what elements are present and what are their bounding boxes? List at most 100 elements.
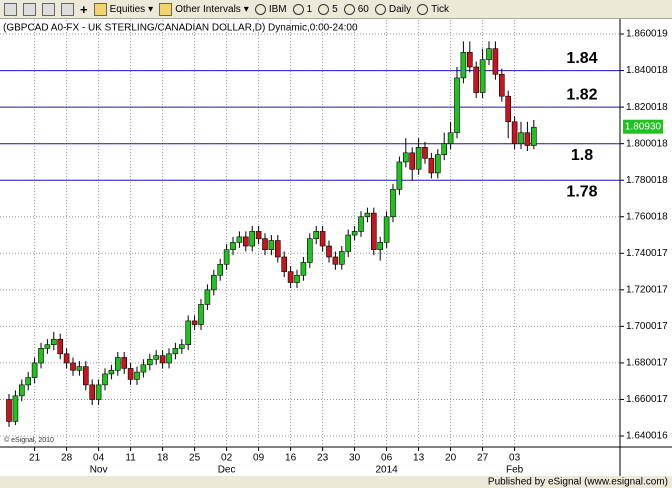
candle-body bbox=[198, 304, 204, 325]
x-tick-label: 20 bbox=[445, 453, 457, 464]
icon[interactable] bbox=[61, 2, 74, 16]
candle-body bbox=[364, 212, 371, 218]
candle-body bbox=[57, 338, 64, 355]
candle-body bbox=[147, 358, 153, 366]
candle-body bbox=[44, 344, 51, 349]
x-tick-label: 28 bbox=[61, 453, 73, 464]
x-tick-label: 04 bbox=[93, 453, 105, 464]
candle-body bbox=[370, 212, 377, 250]
candle-body bbox=[524, 132, 531, 146]
candle-body bbox=[492, 48, 499, 75]
candle-body bbox=[518, 132, 524, 144]
candle-body bbox=[345, 234, 352, 252]
candle-body bbox=[70, 362, 76, 371]
candle-body bbox=[172, 348, 179, 355]
x-tick-label: 30 bbox=[349, 453, 361, 464]
candle-body bbox=[102, 373, 108, 386]
y-tick-label: 1.640016 bbox=[626, 431, 668, 442]
candle-body bbox=[274, 240, 281, 258]
candle-body bbox=[166, 353, 172, 364]
x-period-label: Feb bbox=[506, 465, 524, 476]
x-tick-label: 27 bbox=[477, 453, 489, 464]
candle-body bbox=[479, 59, 486, 93]
x-period-label: Nov bbox=[90, 465, 108, 476]
button[interactable]: 60 bbox=[343, 3, 369, 15]
add[interactable]: + bbox=[80, 1, 88, 17]
watermark: © eSignal, 2010 bbox=[4, 436, 54, 444]
candle-body bbox=[294, 274, 300, 283]
candle-body bbox=[428, 158, 435, 174]
x-tick-label: 16 bbox=[285, 453, 297, 464]
label: 1 bbox=[306, 3, 313, 15]
label: 60 bbox=[357, 3, 369, 15]
candle-body bbox=[460, 52, 467, 79]
candle-body bbox=[204, 289, 211, 305]
candle-body bbox=[12, 395, 19, 422]
candle-body bbox=[6, 399, 12, 422]
button[interactable]: 5 bbox=[318, 3, 338, 15]
button[interactable]: IBM bbox=[254, 3, 287, 15]
candle-body bbox=[25, 377, 32, 386]
icon[interactable] bbox=[23, 2, 36, 16]
level-label: 1.84 bbox=[566, 50, 597, 67]
candle-body bbox=[18, 384, 25, 397]
candle-body bbox=[351, 231, 358, 236]
x-tick-label: 18 bbox=[157, 453, 169, 464]
candle-body bbox=[486, 48, 492, 60]
candle-body bbox=[38, 348, 44, 364]
candle-body bbox=[127, 368, 134, 380]
candle-body bbox=[268, 240, 275, 250]
candle-body bbox=[300, 262, 307, 276]
label: Daily bbox=[388, 3, 412, 15]
candle-body bbox=[319, 231, 326, 247]
candle-body bbox=[505, 95, 512, 123]
icon[interactable] bbox=[42, 2, 55, 16]
candle-body bbox=[217, 263, 223, 276]
y-tick-label: 1.780018 bbox=[626, 175, 668, 186]
y-tick-label: 1.800018 bbox=[626, 138, 668, 149]
candle-body bbox=[31, 362, 38, 378]
candle-body bbox=[223, 249, 230, 265]
label: 5 bbox=[332, 3, 338, 15]
candle-body bbox=[76, 366, 83, 371]
y-tick-label: 1.680017 bbox=[626, 358, 668, 369]
icon[interactable] bbox=[4, 2, 17, 16]
candle-body bbox=[383, 216, 390, 243]
y-tick-label: 1.820018 bbox=[626, 102, 668, 113]
candle-body bbox=[243, 236, 249, 247]
candle-body bbox=[415, 147, 422, 170]
candle-body bbox=[377, 242, 384, 250]
button[interactable]: 1 bbox=[292, 3, 313, 15]
candle-body bbox=[236, 236, 243, 243]
x-tick-label: 23 bbox=[317, 453, 329, 464]
candle-body bbox=[262, 238, 268, 250]
candle-body bbox=[230, 242, 236, 250]
candle-body bbox=[441, 143, 448, 155]
candle-body bbox=[89, 384, 95, 400]
menu[interactable]: Other Intervals ▾ bbox=[159, 2, 249, 16]
label: IBM bbox=[268, 3, 287, 15]
candle-body bbox=[153, 355, 159, 360]
candle-body bbox=[211, 274, 217, 291]
candle-body bbox=[473, 66, 480, 93]
button[interactable]: Tick bbox=[417, 3, 450, 15]
candle-body bbox=[63, 353, 70, 364]
x-tick-label: 09 bbox=[253, 453, 265, 464]
candle-body bbox=[402, 152, 409, 163]
y-tick-label: 1.660017 bbox=[626, 394, 668, 405]
candle-body bbox=[50, 338, 57, 345]
candle-body bbox=[95, 384, 102, 400]
candle-body bbox=[108, 369, 115, 375]
candle-body bbox=[447, 132, 454, 144]
y-tick-label: 1.740017 bbox=[626, 248, 668, 259]
menu[interactable]: Equities ▾ bbox=[93, 2, 153, 16]
button[interactable]: Daily bbox=[374, 3, 412, 15]
footer-bar bbox=[0, 476, 672, 488]
x-tick-label: 21 bbox=[29, 453, 41, 464]
candle-body bbox=[332, 256, 339, 265]
label: Tick bbox=[431, 3, 450, 15]
y-tick-label: 1.860019 bbox=[626, 29, 668, 40]
x-tick-label: 25 bbox=[189, 453, 201, 464]
y-tick-label: 1.760018 bbox=[626, 211, 668, 222]
